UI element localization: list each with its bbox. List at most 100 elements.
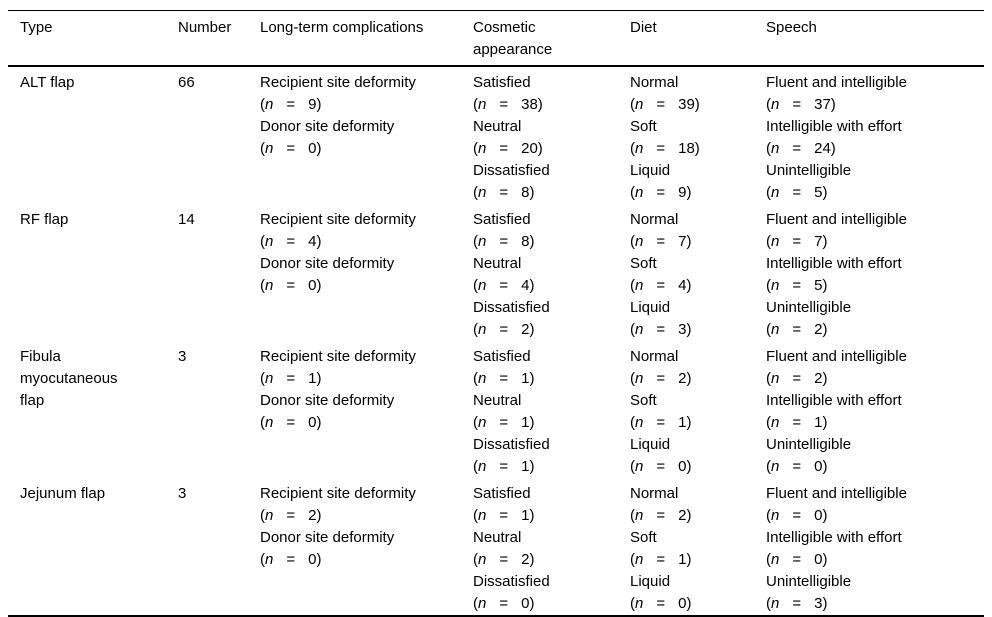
- cell-number: 3: [178, 485, 187, 502]
- cell-speech: Fluent and intelligible (n = 37) Intelligibl…: [766, 66, 984, 204]
- item-count: (n = 38): [473, 96, 543, 113]
- item-label: Liquid: [630, 573, 671, 590]
- item-count: (n = 8): [473, 184, 535, 201]
- item-label: Dissatisfied: [473, 573, 550, 590]
- table-row: RF flap 14 Recipient site deformity (n = 4) Do…: [8, 204, 984, 341]
- cell-type: ALT flap: [8, 66, 178, 204]
- item-label: Normal: [630, 348, 679, 365]
- item-count: (n = 0): [630, 458, 692, 475]
- cell-number: 3: [178, 348, 187, 365]
- cell-diet: Normal (n = 7) Soft (n = 4) Liquid (n = 3): [630, 204, 766, 341]
- item-label: Dissatisfied: [473, 162, 550, 179]
- item-label: Intelligible with effort: [766, 529, 902, 546]
- table-body: ALT flap 66 Recipient site deformity (n = 9) D…: [8, 66, 984, 616]
- col-header-speech-label: Speech: [766, 19, 817, 36]
- item-label: Liquid: [630, 299, 671, 316]
- item-count: (n = 4): [630, 277, 692, 294]
- cell-complications: Recipient site deformity (n = 1) Donor site …: [260, 341, 473, 478]
- item-label: Neutral: [473, 529, 522, 546]
- item-label: Normal: [630, 74, 679, 91]
- item-label: Dissatisfied: [473, 436, 550, 453]
- item-count: (n = 2): [473, 551, 535, 568]
- item-label: Satisfied: [473, 74, 531, 91]
- col-header-diet: Diet: [630, 11, 766, 67]
- cell-diet: Normal (n = 39) Soft (n = 18) Liquid (n = 9): [630, 66, 766, 204]
- item-label: Neutral: [473, 392, 522, 409]
- item-count: (n = 3): [766, 595, 828, 612]
- item-count: (n = 0): [260, 414, 322, 431]
- item-label: Unintelligible: [766, 162, 852, 179]
- cell-speech: Fluent and intelligible (n = 7) Intelligible…: [766, 204, 984, 341]
- item-label: Fluent and intelligible: [766, 74, 907, 91]
- item-label: Fluent and intelligible: [766, 485, 907, 502]
- item-label: Satisfied: [473, 485, 531, 502]
- item-label: Intelligible with effort: [766, 255, 902, 272]
- item-count: (n = 1): [260, 370, 322, 387]
- item-count: (n = 2): [766, 321, 828, 338]
- item-label: Intelligible with effort: [766, 392, 902, 409]
- item-count: (n = 0): [473, 595, 535, 612]
- item-count: (n = 1): [473, 458, 535, 475]
- cell-cosmetic: Satisfied (n = 1) Neutral (n = 2) Dissatisfied (n…: [473, 478, 630, 616]
- item-count: (n = 9): [260, 96, 322, 113]
- col-header-complications-label: Long-term complications: [260, 19, 424, 36]
- cell-speech: Fluent and intelligible (n = 2) Intelligible…: [766, 341, 984, 478]
- col-header-number-label: Number: [178, 19, 232, 36]
- outcomes-table: Type Number Long-term complications Cosm…: [8, 10, 984, 617]
- item-label: Fluent and intelligible: [766, 348, 907, 365]
- col-header-speech: Speech: [766, 11, 984, 67]
- col-header-number: Number: [178, 11, 260, 67]
- cell-number: 14: [178, 211, 195, 228]
- col-header-type-label: Type: [20, 19, 53, 36]
- item-count: (n = 0): [260, 551, 322, 568]
- item-label: Donor site deformity: [260, 392, 395, 409]
- item-label: Intelligible with effort: [766, 118, 902, 135]
- item-count: (n = 0): [766, 507, 828, 524]
- item-label: Liquid: [630, 162, 671, 179]
- item-label: Fluent and intelligible: [766, 211, 907, 228]
- item-label: Normal: [630, 485, 679, 502]
- cell-diet: Normal (n = 2) Soft (n = 1) Liquid (n = 0): [630, 478, 766, 616]
- item-count: (n = 2): [630, 370, 692, 387]
- item-label: Dissatisfied: [473, 299, 550, 316]
- item-count: (n = 5): [766, 184, 828, 201]
- col-header-diet-label: Diet: [630, 19, 657, 36]
- item-label: Satisfied: [473, 348, 531, 365]
- item-count: (n = 1): [630, 551, 692, 568]
- col-header-type: Type: [8, 11, 178, 67]
- item-label: Satisfied: [473, 211, 531, 228]
- item-label: Normal: [630, 211, 679, 228]
- item-count: (n = 7): [766, 233, 828, 250]
- item-label: Soft: [630, 118, 657, 135]
- cell-type: Fibula myocutaneous flap: [8, 341, 178, 478]
- item-label: Soft: [630, 529, 657, 546]
- cell-number: 66: [178, 74, 195, 91]
- cell-diet: Normal (n = 2) Soft (n = 1) Liquid (n = 0): [630, 341, 766, 478]
- col-header-cosmetic-label: Cosmetic appearance: [473, 19, 553, 58]
- item-count: (n = 1): [473, 414, 535, 431]
- cell-type: Jejunum flap: [8, 478, 178, 616]
- table-row: Fibula myocutaneous flap 3 Recipient site …: [8, 341, 984, 478]
- item-label: Donor site deformity: [260, 529, 395, 546]
- item-count: (n = 3): [630, 321, 692, 338]
- item-count: (n = 0): [260, 140, 322, 157]
- item-label: Soft: [630, 392, 657, 409]
- item-label: Recipient site deformity: [260, 211, 416, 228]
- item-label: Recipient site deformity: [260, 485, 416, 502]
- cell-complications: Recipient site deformity (n = 2) Donor site …: [260, 478, 473, 616]
- item-count: (n = 9): [630, 184, 692, 201]
- cell-complications: Recipient site deformity (n = 4) Donor site …: [260, 204, 473, 341]
- item-label: Donor site deformity: [260, 255, 395, 272]
- item-label: Unintelligible: [766, 299, 852, 316]
- table-row: Jejunum flap 3 Recipient site deformity (n =…: [8, 478, 984, 616]
- item-count: (n = 0): [766, 458, 828, 475]
- col-header-complications: Long-term complications: [260, 11, 473, 67]
- item-count: (n = 37): [766, 96, 836, 113]
- item-label: Unintelligible: [766, 436, 852, 453]
- item-count: (n = 24): [766, 140, 836, 157]
- item-count: (n = 5): [766, 277, 828, 294]
- cell-type-text: ALT flap: [20, 74, 75, 91]
- item-count: (n = 20): [473, 140, 543, 157]
- item-label: Neutral: [473, 255, 522, 272]
- cell-type: RF flap: [8, 204, 178, 341]
